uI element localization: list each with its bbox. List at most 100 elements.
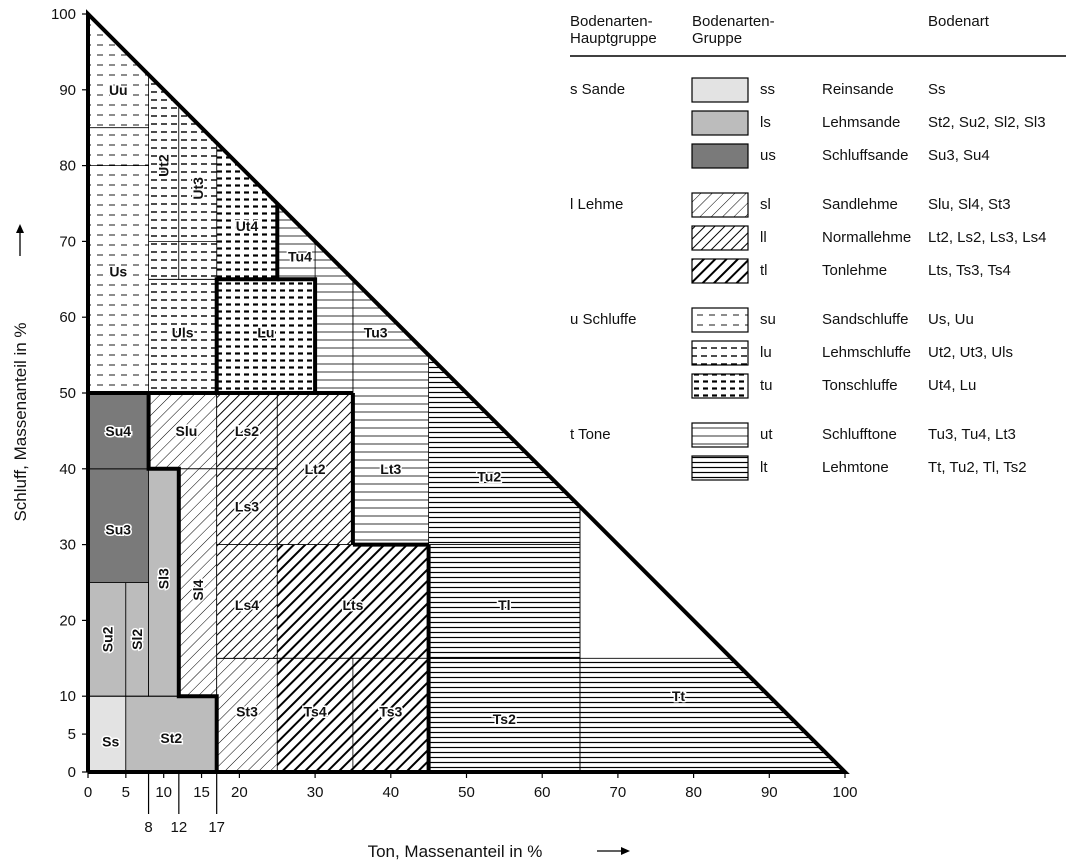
x-tick-label: 15	[193, 784, 210, 801]
cell-ut4	[216, 141, 278, 280]
legend-header-main-group: Bodenarten-	[570, 13, 653, 30]
class-label-ts3: Ts3	[379, 703, 402, 719]
legend-soils-ll: Lt2, Ls2, Ls3, Ls4	[928, 229, 1046, 246]
class-label-ts4: Ts4	[304, 703, 327, 719]
y-tick-label: 0	[68, 764, 76, 781]
x-tick-label: 30	[307, 784, 324, 801]
class-label-lt2: Lt2	[305, 461, 326, 477]
legend-swatch-tu	[691, 373, 749, 399]
class-label-ut2: Ut2	[156, 154, 172, 177]
y-tick-label: 80	[59, 158, 76, 175]
class-label-su4: Su4	[105, 423, 131, 439]
legend-soils-sl: Slu, Sl4, St3	[928, 196, 1011, 213]
legend-name-us: Schluffsande	[822, 147, 908, 164]
legend-main-group-ss: s Sande	[570, 81, 625, 98]
x-tick-label: 90	[761, 784, 778, 801]
legend-swatch-lu	[691, 340, 749, 366]
x-extra-tick-label: 12	[170, 819, 187, 836]
legend-code-sl: sl	[760, 196, 771, 213]
cell-tt	[579, 657, 846, 773]
legend-swatch-lt	[691, 455, 749, 481]
class-label-lu: Lu	[257, 324, 274, 340]
x-tick-label: 50	[458, 784, 475, 801]
class-label-ut3: Ut3	[190, 177, 206, 200]
y-tick-label: 30	[59, 537, 76, 554]
cell-tu3	[314, 240, 354, 394]
legend-swatch-ll	[691, 225, 749, 251]
legend-code-ut: ut	[760, 426, 773, 443]
legend-swatch-tl	[691, 258, 749, 284]
x-axis-arrow-head	[621, 847, 630, 855]
class-label-su2: Su2	[100, 626, 116, 652]
y-tick-label: 70	[59, 233, 76, 250]
x-tick-label: 20	[231, 784, 248, 801]
axes: 0 5 10 15 20 30 40 50 60 70 80 90 100 8 12 17 0 5 10 20 30 40…	[11, 6, 858, 861]
legend-soils-tl: Lts, Ts3, Ts4	[928, 262, 1011, 279]
legend-soils-lt: Tt, Tu2, Tl, Ts2	[928, 459, 1027, 476]
legend-header-group: Bodenarten-	[692, 13, 775, 30]
legend-main-group-su: u Schluffe	[570, 311, 636, 328]
legend-code-ss: ss	[760, 81, 775, 98]
cell-tu2	[428, 354, 581, 545]
legend-code-lt: lt	[760, 459, 768, 476]
group-boundary	[146, 393, 219, 772]
legend-header-main-group: Hauptgruppe	[570, 30, 657, 47]
legend-code-su: su	[760, 311, 776, 328]
x-extra-tick-label: 8	[144, 819, 152, 836]
class-label-ls4: Ls4	[235, 597, 259, 613]
x-tick-label: 60	[534, 784, 551, 801]
legend-name-su: Sandschluffe	[822, 311, 908, 328]
legend-code-lu: lu	[760, 344, 772, 361]
class-label-sl3: Sl3	[156, 568, 172, 589]
legend-swatch-su	[691, 307, 749, 333]
class-label-ts2: Ts2	[493, 711, 516, 727]
group-boundary	[277, 277, 318, 393]
class-label-ss: Ss	[102, 734, 119, 750]
legend-soils-lu: Ut2, Ut3, Uls	[928, 344, 1013, 361]
x-tick-label: 5	[122, 784, 130, 801]
y-tick-label: 10	[59, 688, 76, 705]
legend-code-tu: tu	[760, 377, 773, 394]
legend-main-group-sl: l Lehme	[570, 196, 623, 213]
group-boundary	[214, 203, 280, 393]
class-label-tl: Tl	[498, 597, 510, 613]
legend-code-tl: tl	[760, 262, 768, 279]
legend-name-ut: Schlufftone	[822, 426, 897, 443]
class-label-st3: St3	[236, 703, 258, 719]
x-tick-label: 0	[84, 784, 92, 801]
legend-swatch-ls	[691, 110, 749, 136]
class-label-lt3: Lt3	[380, 461, 401, 477]
class-label-ls2: Ls2	[235, 423, 259, 439]
class-label-tu2: Tu2	[477, 468, 501, 484]
class-label-tu3: Tu3	[364, 324, 388, 340]
y-tick-label: 100	[51, 6, 76, 23]
legend-name-ls: Lehmsande	[822, 114, 900, 131]
class-label-lts: Lts	[342, 597, 363, 613]
legend-code-us: us	[760, 147, 776, 164]
y-tick-label: 5	[68, 726, 76, 743]
class-label-sl4: Sl4	[190, 579, 206, 600]
legend-code-ls: ls	[760, 114, 771, 131]
class-label-sl2: Sl2	[129, 629, 145, 650]
legend-name-lu: Lehmschluffe	[822, 344, 911, 361]
x-tick-label: 100	[832, 784, 857, 801]
y-axis-arrow-head	[16, 224, 24, 233]
class-label-ls3: Ls3	[235, 499, 259, 515]
legend-header-group: Gruppe	[692, 30, 742, 47]
legend-soils-su: Us, Uu	[928, 311, 974, 328]
class-label-su3: Su3	[105, 521, 131, 537]
x-extra-tick-label: 17	[208, 819, 225, 836]
y-tick-label: 90	[59, 82, 76, 99]
x-tick-label: 70	[610, 784, 627, 801]
y-axis-title: Schluff, Massenanteil in %	[11, 322, 30, 521]
legend-name-sl: Sandlehme	[822, 196, 898, 213]
legend-soils-tu: Ut4, Lu	[928, 377, 976, 394]
class-label-ut4: Ut4	[236, 218, 259, 234]
y-tick-label: 50	[59, 385, 76, 402]
legend-name-tl: Tonlehme	[822, 262, 887, 279]
x-axis-title: Ton, Massenanteil in %	[368, 842, 543, 861]
class-label-slu: Slu	[176, 423, 198, 439]
legend-header-soil: Bodenart	[928, 13, 990, 30]
legend-swatch-us	[691, 143, 749, 169]
legend-name-ss: Reinsande	[822, 81, 894, 98]
